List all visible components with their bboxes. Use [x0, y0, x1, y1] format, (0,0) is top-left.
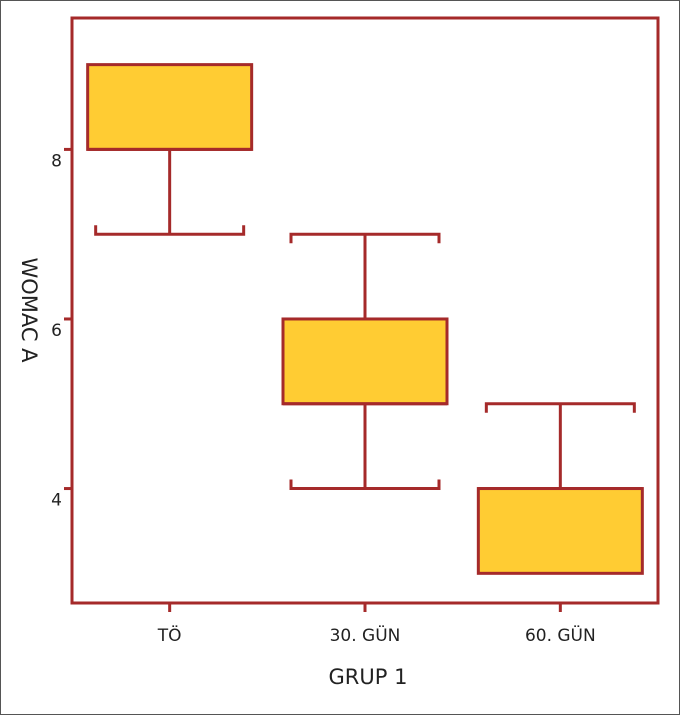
x-axis-title: GRUP 1 — [329, 665, 408, 689]
y-tick-label: 6 — [51, 321, 62, 341]
box-group — [476, 402, 644, 575]
box-plot-marks — [86, 63, 644, 575]
lower-whisker-cap — [94, 225, 246, 236]
y-axis-title: WOMAC A — [17, 257, 41, 363]
y-tick-label: 4 — [51, 491, 62, 511]
y-tick-label: 8 — [51, 151, 62, 171]
upper-whisker-cap — [289, 232, 441, 244]
upper-whisker-cap — [484, 402, 636, 413]
box-group — [281, 232, 449, 491]
iqr-box — [86, 63, 254, 151]
x-tick-label: TÖ — [157, 624, 182, 646]
iqr-box — [281, 317, 449, 406]
box-group — [86, 63, 254, 236]
axis-ticks: 4 6 8 TÖ 30. GÜN 60. GÜN — [51, 147, 596, 646]
x-tick-label: 60. GÜN — [525, 624, 596, 646]
x-tick-label: 30. GÜN — [330, 624, 401, 646]
lower-whisker-cap — [289, 479, 441, 491]
iqr-box — [476, 487, 644, 575]
